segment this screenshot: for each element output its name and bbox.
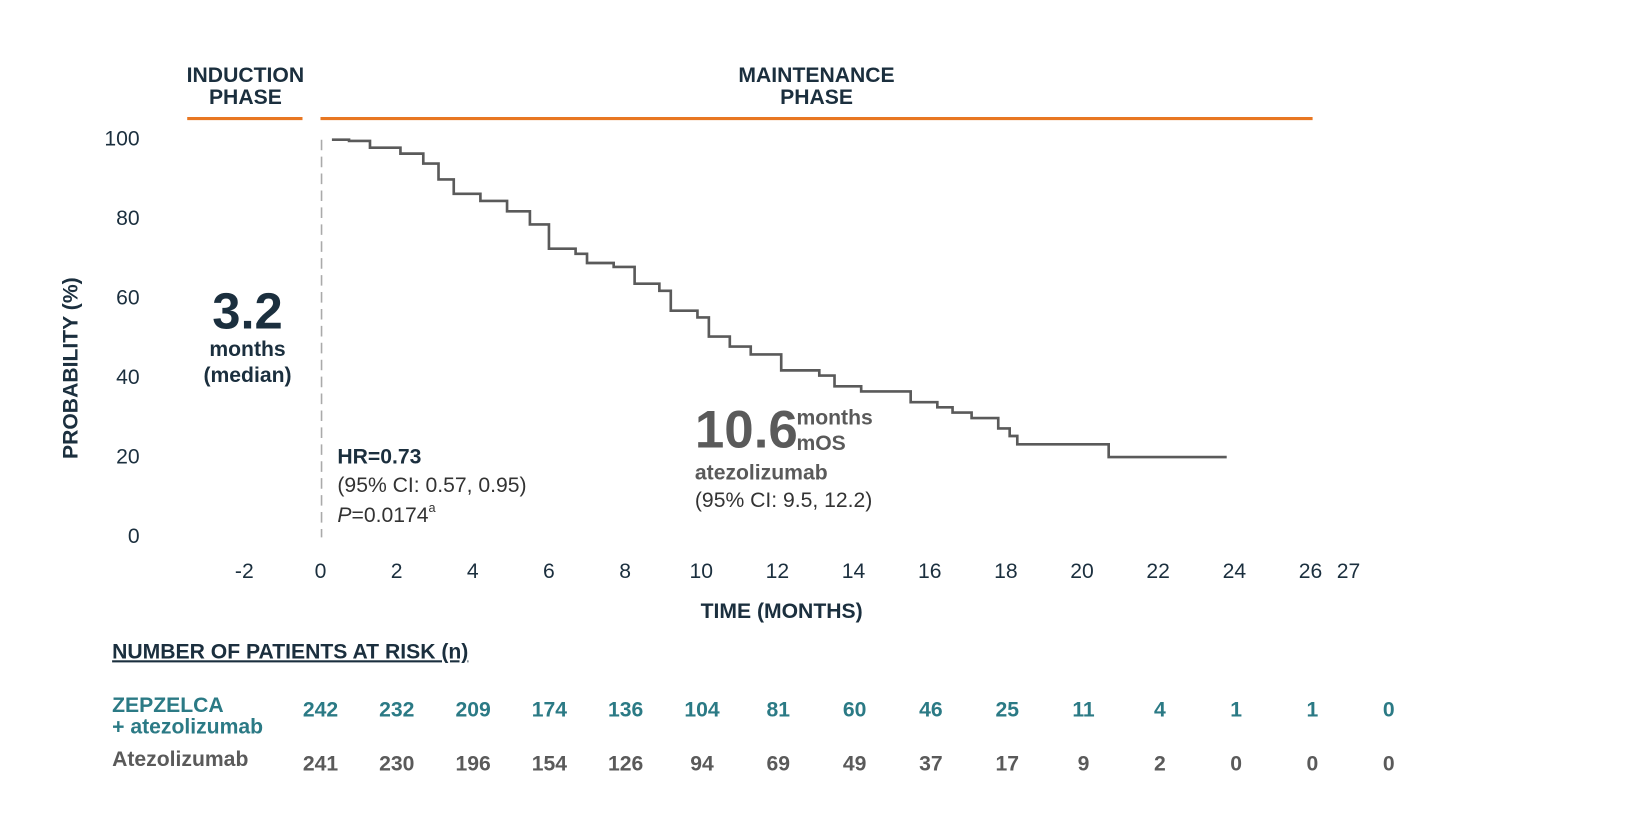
risk-count: 94 bbox=[690, 752, 714, 775]
x-tick-label: 26 bbox=[1299, 560, 1323, 583]
median-ci: (95% CI: 9.5, 12.2) bbox=[695, 489, 872, 512]
risk-count: 25 bbox=[995, 698, 1019, 721]
hazard-ratio: HR=0.73 bbox=[337, 446, 421, 469]
y-tick-label: 60 bbox=[116, 286, 140, 309]
risk-count: 196 bbox=[455, 752, 490, 775]
risk-count: 9 bbox=[1078, 752, 1090, 775]
median-value: 10.6 bbox=[695, 401, 798, 460]
risk-count: 46 bbox=[919, 698, 943, 721]
risk-count: 11 bbox=[1072, 698, 1095, 721]
risk-count: 0 bbox=[1383, 752, 1395, 775]
risk-count: 81 bbox=[767, 698, 791, 721]
x-tick-label: 27 bbox=[1337, 560, 1361, 583]
risk-count: 17 bbox=[995, 752, 1019, 775]
y-tick-label: 20 bbox=[116, 445, 140, 468]
x-tick-label: 22 bbox=[1146, 560, 1170, 583]
risk-count: 1 bbox=[1230, 698, 1242, 721]
risk-count: 232 bbox=[379, 698, 414, 721]
risk-count: 69 bbox=[767, 752, 791, 775]
survival-curve bbox=[331, 138, 1227, 459]
y-tick-label: 80 bbox=[116, 207, 140, 230]
x-tick-label: -2 bbox=[235, 560, 254, 583]
p-italic: P bbox=[337, 504, 351, 527]
risk-count: 241 bbox=[303, 752, 339, 775]
phase-label: MAINTENANCE bbox=[738, 64, 894, 87]
x-tick-label: 12 bbox=[766, 560, 790, 583]
x-tick-label: 0 bbox=[315, 560, 327, 583]
risk-count: 154 bbox=[532, 752, 568, 775]
y-tick-label: 0 bbox=[128, 525, 140, 548]
risk-count: 49 bbox=[843, 752, 867, 775]
median-value: 3.2 bbox=[212, 283, 283, 340]
x-tick-label: 2 bbox=[391, 560, 403, 583]
hazard-ci: (95% CI: 0.57, 0.95) bbox=[337, 474, 526, 497]
risk-count: 1 bbox=[1307, 698, 1319, 721]
x-tick-label: 14 bbox=[842, 560, 866, 583]
risk-count: 174 bbox=[532, 698, 568, 721]
x-tick-label: 6 bbox=[543, 560, 555, 583]
x-tick-label: 8 bbox=[619, 560, 631, 583]
risk-count: 60 bbox=[843, 698, 867, 721]
risk-table-title: NUMBER OF PATIENTS AT RISK (n) bbox=[112, 640, 468, 663]
x-tick-label: 18 bbox=[994, 560, 1018, 583]
risk-count: 0 bbox=[1383, 698, 1395, 721]
p-sup: a bbox=[429, 501, 437, 515]
risk-count: 2 bbox=[1154, 752, 1166, 775]
median-note: months bbox=[209, 338, 285, 361]
median-note: (median) bbox=[203, 364, 291, 387]
risk-count: 230 bbox=[379, 752, 414, 775]
p-number: =0.0174 bbox=[352, 504, 429, 527]
phase-label: PHASE bbox=[780, 86, 853, 109]
x-tick-label: 24 bbox=[1223, 560, 1247, 583]
phase-label: INDUCTION bbox=[187, 64, 304, 87]
y-tick-label: 100 bbox=[104, 127, 139, 150]
x-tick-label: 4 bbox=[467, 560, 479, 583]
risk-count: 126 bbox=[608, 752, 643, 775]
median-unit: months bbox=[796, 407, 872, 430]
risk-count: 37 bbox=[919, 752, 943, 775]
y-axis-label: PROBABILITY (%) bbox=[60, 277, 83, 459]
risk-row-label: Atezolizumab bbox=[112, 748, 248, 771]
y-tick-label: 40 bbox=[116, 366, 140, 389]
risk-count: 0 bbox=[1307, 752, 1319, 775]
x-tick-label: 10 bbox=[689, 560, 713, 583]
x-tick-label: 16 bbox=[918, 560, 942, 583]
median-unit: mOS bbox=[796, 432, 845, 455]
p-value: P=0.0174a bbox=[337, 501, 436, 527]
risk-row-label: ZEPZELCA bbox=[112, 694, 224, 717]
x-axis-label: TIME (MONTHS) bbox=[701, 600, 863, 623]
risk-count: 104 bbox=[684, 698, 720, 721]
risk-count: 136 bbox=[608, 698, 643, 721]
risk-count: 209 bbox=[455, 698, 490, 721]
risk-row-label: + atezolizumab bbox=[112, 715, 263, 738]
median-note: atezolizumab bbox=[695, 462, 828, 485]
phase-label: PHASE bbox=[209, 86, 282, 109]
risk-count: 0 bbox=[1230, 752, 1242, 775]
risk-count: 4 bbox=[1154, 698, 1166, 721]
risk-count: 242 bbox=[303, 698, 338, 721]
x-tick-label: 20 bbox=[1070, 560, 1094, 583]
